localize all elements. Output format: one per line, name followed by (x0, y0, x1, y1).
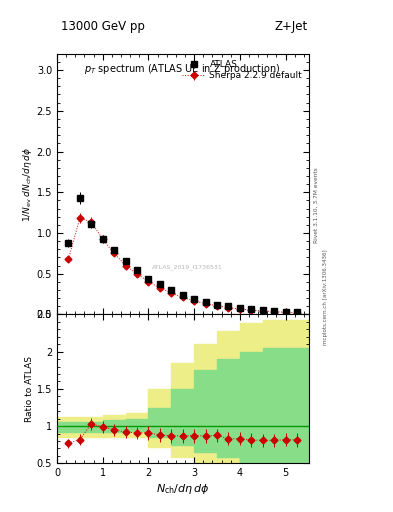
Text: mcplots.cern.ch [arXiv:1306.3436]: mcplots.cern.ch [arXiv:1306.3436] (323, 249, 328, 345)
Legend: ATLAS, Sherpa 2.2.9 default: ATLAS, Sherpa 2.2.9 default (180, 58, 304, 82)
Text: 13000 GeV pp: 13000 GeV pp (61, 20, 145, 33)
Y-axis label: $1/N_{\rm ev}\;dN_{\rm ch}/d\eta\,d\phi$: $1/N_{\rm ev}\;dN_{\rm ch}/d\eta\,d\phi$ (21, 146, 34, 222)
Y-axis label: Ratio to ATLAS: Ratio to ATLAS (25, 356, 34, 422)
Text: Rivet 3.1.10, 3.7M events: Rivet 3.1.10, 3.7M events (314, 167, 319, 243)
Text: $p_T$ spectrum (ATLAS UE in Z production): $p_T$ spectrum (ATLAS UE in Z production… (84, 61, 281, 76)
Text: Z+Jet: Z+Jet (274, 20, 307, 33)
X-axis label: $N_{\rm ch}/d\eta\,d\phi$: $N_{\rm ch}/d\eta\,d\phi$ (156, 482, 209, 497)
Text: ATLAS_2019_I1736531: ATLAS_2019_I1736531 (152, 265, 223, 270)
